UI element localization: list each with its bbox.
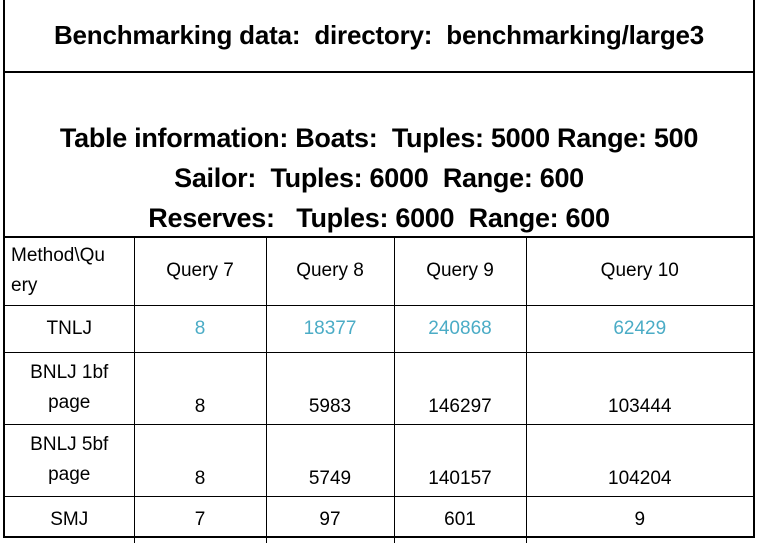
benchmark-sheet: Benchmarking data: directory: benchmarki…: [3, 0, 755, 543]
cell-query7: 8: [133, 351, 267, 425]
info-line-reserves: Reserves: Tuples: 6000 Range: 600: [148, 203, 610, 233]
cell-query9: 601: [393, 495, 527, 543]
benchmark-table: Method\Qu ery Query 7 Query 8 Query 9 Qu…: [5, 236, 753, 543]
cell-query10: 62429: [525, 304, 753, 353]
column-header-query7: Query 7: [133, 236, 267, 306]
cell-query10: 9: [525, 495, 753, 543]
cell-query10: 104204: [525, 423, 753, 497]
row-label-line1: BNLJ 1bf: [30, 362, 109, 383]
page-title: Benchmarking data: directory: benchmarki…: [53, 20, 705, 50]
table-row-bnlj-5bf: BNLJ 5bf page 8 5749 140157 104204: [5, 423, 753, 497]
cell-query9: 146297: [393, 351, 527, 425]
table-information: Table information: Boats: Tuples: 5000 R…: [5, 118, 753, 238]
row-label: TNLJ: [5, 304, 135, 353]
cell-query8: 18377: [265, 304, 395, 353]
cell-query8: 5749: [265, 423, 395, 497]
cell-query7: 8: [133, 304, 267, 353]
info-line-sailor: Sailor: Tuples: 6000 Range: 600: [174, 163, 584, 193]
info-line-boats: Table information: Boats: Tuples: 5000 R…: [59, 123, 699, 153]
column-header-query10: Query 10: [525, 236, 753, 306]
table-row-bnlj-1bf: BNLJ 1bf page 8 5983 146297 103444: [5, 351, 753, 425]
column-header-query9: Query 9: [393, 236, 527, 306]
table-row-smj: SMJ 7 97 601 9: [5, 495, 753, 543]
row-label: SMJ: [5, 495, 135, 543]
cell-query7: 8: [133, 423, 267, 497]
cell-query9: 240868: [393, 304, 527, 353]
cell-query7: 7: [133, 495, 267, 543]
title-bar: Benchmarking data: directory: benchmarki…: [5, 0, 753, 73]
method-header-line1: Method\Qu: [11, 245, 105, 267]
cell-query8: 5983: [265, 351, 395, 425]
method-header-line2: ery: [11, 275, 38, 297]
cell-query9: 140157: [393, 423, 527, 497]
table-row-tnlj: TNLJ 8 18377 240868 62429: [5, 304, 753, 353]
row-label: BNLJ 1bf page: [5, 351, 135, 425]
column-header-method: Method\Qu ery: [5, 236, 135, 306]
table-header-row: Method\Qu ery Query 7 Query 8 Query 9 Qu…: [5, 236, 753, 306]
cell-query10: 103444: [525, 351, 753, 425]
cell-query8: 97: [265, 495, 395, 543]
row-label-line1: BNLJ 5bf: [30, 434, 109, 455]
row-label-line2: page: [48, 464, 91, 485]
row-label: BNLJ 5bf page: [5, 423, 135, 497]
column-header-query8: Query 8: [265, 236, 395, 306]
row-label-line2: page: [48, 392, 91, 413]
